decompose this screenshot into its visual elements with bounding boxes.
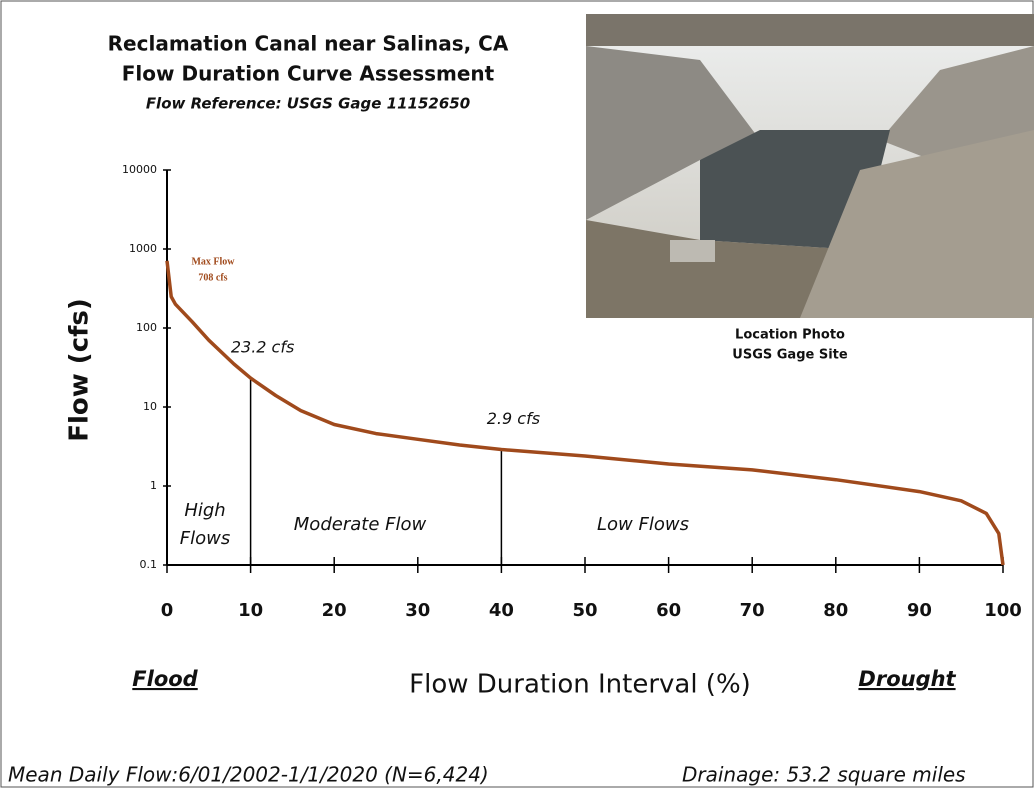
- x-tick-label: 80: [823, 600, 848, 621]
- photo-caption: USGS Gage Site: [732, 348, 848, 363]
- x-tick-label: 60: [656, 600, 681, 621]
- x-tick-label: 40: [489, 600, 514, 621]
- marker-label: 2.9 cfs: [487, 409, 540, 428]
- x-tick-label: 70: [740, 600, 765, 621]
- title: Flow Duration Curve Assessment: [122, 62, 495, 86]
- x-tick-label: 50: [572, 600, 597, 621]
- y-tick-label: 100: [136, 321, 157, 334]
- x-axis-label: Flow Duration Interval (%): [409, 670, 751, 700]
- x-tick-label: 30: [405, 600, 430, 621]
- x-tick-label: 0: [161, 600, 174, 621]
- x-tick-label: 90: [907, 600, 932, 621]
- flow-curve: [165, 260, 1005, 566]
- y-axis-label: Flow (cfs): [65, 298, 95, 442]
- max-flow-label: Max Flow: [191, 256, 235, 267]
- x-end-label: Flood: [132, 667, 198, 691]
- footer: Drainage: 53.2 square miles: [682, 763, 966, 787]
- zone-label: High: [184, 500, 225, 521]
- y-tick-label: 10000: [122, 163, 157, 176]
- title: Reclamation Canal near Salinas, CA: [108, 32, 509, 56]
- static-texts: Reclamation Canal near Salinas, CA Flow …: [8, 32, 966, 787]
- y-tick-label: 1000: [129, 242, 157, 255]
- y-tick-label: 10: [143, 400, 157, 413]
- photo: [586, 14, 1034, 318]
- y-tick-label: 1: [150, 479, 157, 492]
- max-flow-value: 708 cfs: [198, 272, 227, 283]
- x-end-label: Drought: [858, 667, 956, 691]
- footer: Mean Daily Flow:6/01/2002-1/1/2020 (N=6,…: [8, 763, 489, 787]
- zone-label: Moderate Flow: [294, 514, 427, 535]
- x-tick-label: 20: [322, 600, 347, 621]
- photo-caption: Location Photo: [735, 328, 845, 343]
- subtitle: Flow Reference: USGS Gage 11152650: [146, 95, 470, 113]
- zone-label: Low Flows: [597, 514, 689, 535]
- zone-label: Flows: [180, 528, 230, 549]
- x-tick-label: 100: [984, 600, 1022, 621]
- x-tick-label: 10: [238, 600, 263, 621]
- marker-label: 23.2 cfs: [231, 338, 294, 357]
- y-tick-label: 0.1: [140, 558, 158, 571]
